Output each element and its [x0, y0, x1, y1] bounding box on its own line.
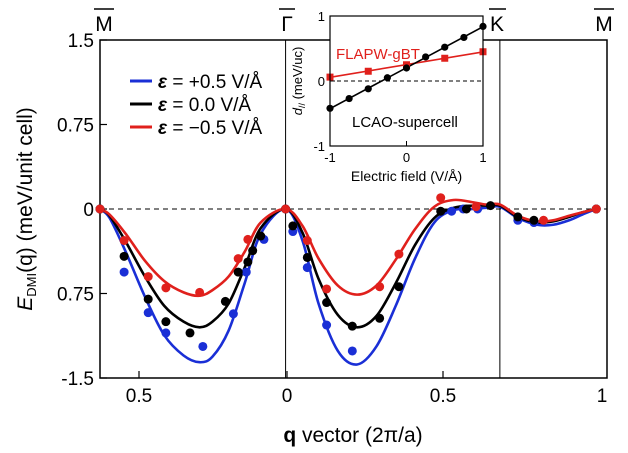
data-point-zero	[394, 282, 404, 292]
data-point-zero	[302, 252, 312, 262]
series-curve-plus	[100, 204, 597, 366]
y-tick-label: 0.75	[57, 285, 94, 306]
main-series-points	[95, 193, 601, 356]
x-tick-label: 0.5	[126, 386, 152, 407]
data-point-minus	[95, 204, 105, 214]
inset-label-lcao: LCAO-supercell	[352, 114, 458, 131]
sym-label-m-left: M	[95, 13, 113, 36]
x-tick-label: 0.5	[430, 386, 456, 407]
inset-label-flapw: FLAPW-gBT	[336, 46, 420, 63]
x-axis-title: q vector (2π/a)	[283, 424, 422, 447]
inset-y-axis-title: d// (meV/uc)	[290, 47, 307, 116]
inset-x-tick-label: -1	[324, 150, 336, 165]
data-point-zero	[375, 313, 385, 323]
data-point-minus	[233, 254, 243, 264]
inset-x-tick-label: 0	[403, 150, 410, 165]
inset-point-lcao	[364, 85, 372, 93]
inset-x-axis-title: Electric field (V/Å)	[351, 168, 462, 184]
data-point-plus	[228, 309, 238, 319]
legend-item-minus: ε = −0.5 V/Å	[130, 118, 262, 139]
data-point-plus	[447, 206, 457, 216]
inset-x-tick-label: 1	[479, 150, 486, 165]
data-point-plus	[143, 308, 153, 318]
sym-label-m-right: M	[595, 13, 613, 36]
legend-label: ε = 0.0 V/Å	[158, 95, 251, 116]
data-point-plus	[302, 263, 312, 273]
inset-point-lcao	[402, 64, 411, 72]
data-point-minus	[591, 204, 601, 214]
data-point-plus	[347, 346, 357, 356]
data-point-plus	[322, 320, 332, 330]
inset-point-lcao	[383, 74, 391, 82]
inset-y-tick-label: 0	[318, 74, 325, 89]
data-point-zero	[185, 328, 195, 338]
inset-plot: -1 0 1 1 0 -1 Electric field (V/Å) d// (…	[290, 9, 487, 184]
y-axis-title: EDMI(q) (meV/unit cell)	[14, 107, 39, 311]
data-point-minus	[119, 236, 129, 246]
data-point-zero	[143, 294, 153, 304]
data-point-minus	[302, 236, 312, 246]
legend-label: ε = +0.5 V/Å	[158, 72, 262, 93]
legend-item-zero: ε = 0.0 V/Å	[130, 95, 251, 116]
data-point-zero	[461, 204, 471, 214]
data-point-minus	[281, 204, 291, 214]
y-tick-label: 0.75	[57, 116, 94, 137]
data-point-zero	[256, 231, 266, 241]
inset-point-flapw	[441, 54, 449, 62]
data-point-plus	[241, 267, 251, 277]
inset-point-flapw	[364, 67, 372, 75]
y-tick-label: 1.5	[68, 31, 94, 52]
data-point-minus	[471, 202, 481, 212]
data-point-zero	[220, 296, 230, 306]
data-point-minus	[161, 283, 171, 293]
data-point-zero	[513, 212, 523, 222]
y-tick-label: -1.5	[61, 369, 94, 390]
data-point-minus	[143, 272, 153, 282]
data-point-zero	[248, 246, 258, 256]
inset-point-lcao	[345, 94, 353, 103]
data-point-zero	[436, 206, 446, 216]
data-point-zero	[322, 298, 332, 308]
inset-y-tick-label: -1	[313, 139, 325, 154]
legend-item-plus: ε = +0.5 V/Å	[130, 72, 262, 93]
data-point-zero	[161, 317, 171, 327]
data-point-zero	[347, 321, 357, 331]
inset-y-tick-label: 1	[318, 9, 325, 24]
data-point-zero	[243, 257, 253, 267]
sym-label-k: K	[490, 13, 504, 36]
data-point-zero	[288, 221, 298, 231]
x-tick-label: 0	[282, 386, 293, 407]
inset-point-lcao	[422, 53, 430, 61]
y-axis: 1.5 0.75 0 0.75 -1.5	[57, 31, 107, 390]
data-point-zero	[486, 201, 496, 211]
legend: ε = +0.5 V/Å ε = 0.0 V/Å ε = −0.5 V/Å	[130, 72, 262, 139]
series-curve-minus	[100, 198, 597, 298]
main-series-curves	[100, 198, 597, 366]
inset-point-lcao	[460, 33, 468, 42]
data-point-minus	[394, 249, 404, 259]
symmetry-labels: M Γ K M	[94, 8, 614, 36]
data-point-minus	[243, 234, 253, 244]
legend-label: ε = −0.5 V/Å	[158, 118, 262, 139]
data-point-zero	[119, 251, 129, 261]
y-tick-label: 0	[83, 200, 94, 221]
data-point-minus	[195, 287, 205, 297]
data-point-zero	[233, 267, 243, 277]
data-point-minus	[539, 215, 549, 225]
sym-label-gamma: Γ	[281, 13, 293, 36]
x-tick-label: 1	[597, 386, 608, 407]
data-point-minus	[322, 284, 332, 294]
data-point-plus	[198, 341, 208, 351]
x-axis: 0.5 0 0.5 1	[126, 371, 608, 407]
data-point-minus	[375, 282, 385, 292]
inset-point-lcao	[441, 43, 449, 51]
data-point-minus	[436, 193, 446, 203]
data-point-zero	[529, 215, 539, 225]
data-point-plus	[161, 328, 171, 338]
data-point-plus	[119, 267, 129, 277]
series-curve-zero	[100, 203, 597, 329]
